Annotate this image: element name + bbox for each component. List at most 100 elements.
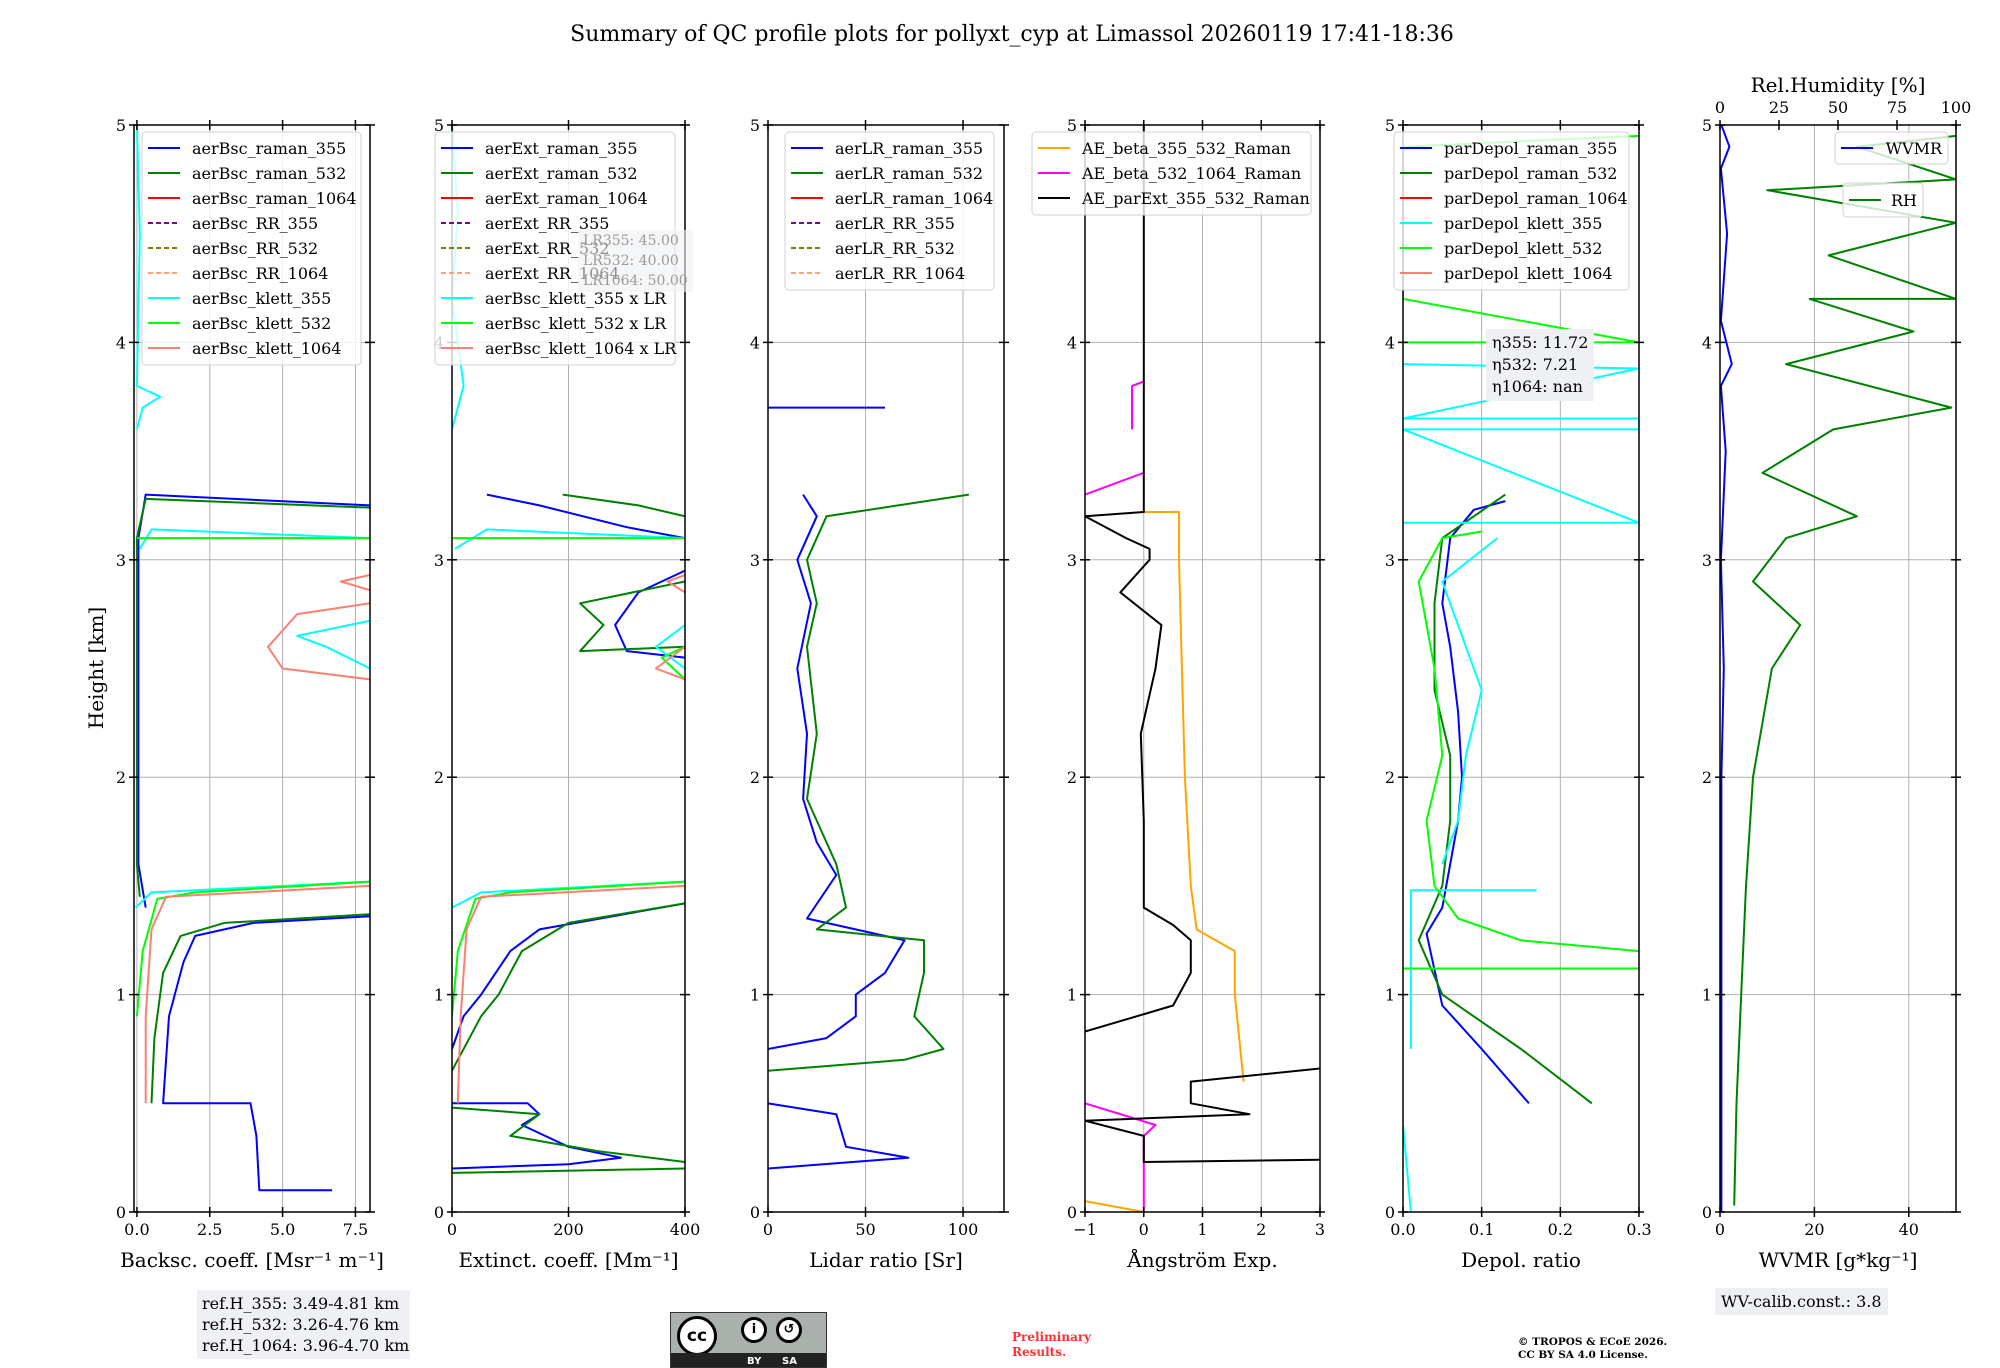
y-tick-label: 5 bbox=[116, 116, 126, 135]
y-tick-label: 2 bbox=[1385, 768, 1395, 787]
series-group bbox=[134, 125, 370, 1192]
panel-backscatter: 0.0 2.5 5.0 7.5 0 1 2 3 4 5 Backsc. coeff. [Msr⁻¹ … bbox=[116, 116, 384, 1272]
ref-height-355: ref.H_355: 3.49-4.81 km bbox=[202, 1294, 400, 1313]
legend-label: aerExt_raman_1064 bbox=[485, 189, 648, 208]
series-parDepol-klett-355 bbox=[1403, 363, 1639, 1212]
x-tick-label: 0 bbox=[1715, 1220, 1725, 1239]
copyright-line-1: © TROPOS & ECoE 2026. bbox=[1518, 1336, 1668, 1348]
series-group bbox=[768, 406, 970, 1170]
legend-label: aerBsc_klett_1064 x LR bbox=[485, 339, 677, 358]
y-tick-label: 0 bbox=[1702, 1203, 1712, 1222]
legend-label: aerLR_raman_355 bbox=[835, 139, 983, 158]
legend-label: aerExt_raman_355 bbox=[485, 139, 638, 158]
y-tick-label: 5 bbox=[434, 116, 444, 135]
top-x-tick-label: 100 bbox=[1941, 98, 1972, 117]
series-aerBsc-klett-1064-x-LR bbox=[456, 574, 685, 1104]
y-tick-label: 0 bbox=[434, 1203, 444, 1222]
series-aerLR-raman-532 bbox=[768, 493, 970, 1072]
legend-box bbox=[784, 131, 995, 291]
legend-label: aerBsc_raman_1064 bbox=[192, 189, 357, 208]
x-tick-label: 7.5 bbox=[343, 1220, 368, 1239]
legend-RH: RH bbox=[1842, 182, 1924, 218]
wv-calibration-box: WV-calib.const.: 3.8 bbox=[1715, 1288, 1888, 1315]
eta-1064-value: η1064: nan bbox=[1492, 377, 1583, 396]
series-RH bbox=[1733, 134, 1956, 1206]
legend-label: aerLR_RR_532 bbox=[835, 239, 955, 258]
x-axis-label: WVMR [g*kg⁻¹] bbox=[1759, 1248, 1918, 1272]
legend: AE_beta_355_532_Raman AE_beta_532_1064_Ra… bbox=[1031, 131, 1312, 216]
y-tick-label: 3 bbox=[750, 551, 760, 570]
series-aerBsc-klett-532 bbox=[135, 537, 370, 1017]
y-tick-label: 4 bbox=[1067, 333, 1077, 352]
legend-box bbox=[1031, 131, 1312, 216]
y-tick-label: 3 bbox=[434, 551, 444, 570]
y-tick-label: 4 bbox=[750, 333, 760, 352]
x-tick-label: 0 bbox=[1139, 1220, 1149, 1239]
x-axis-label: Ångström Exp. bbox=[1126, 1247, 1277, 1272]
legend-label: aerLR_raman_1064 bbox=[835, 189, 993, 208]
legend-label: aerBsc_RR_355 bbox=[192, 214, 318, 233]
legend-WVMR: WVMR bbox=[1834, 131, 1949, 165]
x-tick-label: 0 bbox=[447, 1220, 457, 1239]
y-tick-label: 2 bbox=[750, 768, 760, 787]
legend-label: aerExt_raman_532 bbox=[485, 164, 638, 183]
x-tick-label: 0.3 bbox=[1626, 1220, 1651, 1239]
x-tick-label: 50 bbox=[855, 1220, 875, 1239]
lr-1064-value: LR1064: 50.00 bbox=[583, 273, 688, 289]
series-aerExt-raman-532 bbox=[452, 493, 685, 1174]
x-tick-label: 1 bbox=[1197, 1220, 1207, 1239]
legend: aerBsc_raman_355 aerBsc_raman_532 aerBsc_r… bbox=[141, 131, 362, 366]
y-tick-label: 1 bbox=[750, 986, 760, 1005]
y-tick-label: 0 bbox=[1067, 1203, 1077, 1222]
series-aerBsc-klett-1064 bbox=[144, 574, 370, 1104]
legend-label: aerLR_RR_1064 bbox=[835, 264, 965, 283]
x-axis-label: Extinct. coeff. [Mm⁻¹] bbox=[458, 1248, 678, 1272]
legend-label: aerBsc_klett_532 x LR bbox=[485, 314, 667, 333]
x-tick-label: 5.0 bbox=[270, 1220, 295, 1239]
series-group bbox=[452, 125, 685, 1174]
legend-label: AE_beta_532_1064_Raman bbox=[1081, 164, 1301, 183]
axes-frame bbox=[767, 124, 1005, 1213]
x-tick-label: 100 bbox=[948, 1220, 979, 1239]
legend: aerLR_raman_355 aerLR_raman_532 aerLR_rama… bbox=[784, 131, 995, 291]
series-group bbox=[1720, 125, 1956, 1212]
x-tick-label: 40 bbox=[1899, 1220, 1919, 1239]
cc-icon: cc bbox=[677, 1316, 717, 1356]
ref-height-532: ref.H_532: 3.26-4.76 km bbox=[202, 1315, 400, 1334]
series-group bbox=[1085, 125, 1320, 1212]
x-tick-label: 3 bbox=[1315, 1220, 1325, 1239]
y-tick-label: 5 bbox=[750, 116, 760, 135]
y-tick-label: 3 bbox=[1702, 551, 1712, 570]
x-tick-label: 2.5 bbox=[197, 1220, 222, 1239]
series-parDepol-raman-532 bbox=[1417, 493, 1593, 1105]
series-aerBsc-klett-355-x-LR bbox=[452, 125, 685, 909]
attribution-icon: i bbox=[741, 1317, 767, 1343]
top-x-tick-label: 25 bbox=[1769, 98, 1789, 117]
copyright-line-2: CC BY SA 4.0 License. bbox=[1518, 1349, 1648, 1361]
y-tick-label: 3 bbox=[1067, 551, 1077, 570]
y-tick-label: 5 bbox=[1067, 116, 1077, 135]
legend-label: WVMR bbox=[1886, 139, 1943, 158]
x-tick-label: −1 bbox=[1073, 1220, 1097, 1239]
top-x-tick-label: 75 bbox=[1887, 98, 1907, 117]
by-label: BY bbox=[747, 1356, 762, 1367]
axes-frame bbox=[1402, 124, 1640, 1213]
legend: parDepol_raman_355 parDepol_raman_532 parD… bbox=[1393, 131, 1630, 291]
x-axis-label: Backsc. coeff. [Msr⁻¹ m⁻¹] bbox=[120, 1248, 384, 1272]
panel-water-vapor: 0 20 40 0 1 2 3 4 5 WVMR [g*kg⁻¹] 0 25 50 75 100 Rel.Hu… bbox=[1702, 73, 1971, 1272]
legend-box bbox=[141, 131, 362, 366]
copyright-note: © TROPOS & ECoE 2026. CC BY SA 4.0 Licen… bbox=[1518, 1336, 1667, 1362]
series-WVMR bbox=[1720, 125, 1733, 1212]
x-axis-label: Depol. ratio bbox=[1461, 1248, 1581, 1272]
legend-label: RH bbox=[1891, 191, 1917, 210]
legend-label: aerLR_raman_532 bbox=[835, 164, 983, 183]
x-tick-label: 200 bbox=[553, 1220, 584, 1239]
legend-label: aerLR_RR_355 bbox=[835, 214, 955, 233]
y-tick-label: 0 bbox=[116, 1203, 126, 1222]
legend-label: parDepol_raman_532 bbox=[1444, 164, 1617, 183]
x-tick-label: 2 bbox=[1256, 1220, 1266, 1239]
legend-label: parDepol_raman_1064 bbox=[1444, 189, 1628, 208]
y-tick-label: 3 bbox=[116, 551, 126, 570]
preliminary-line-1: Preliminary bbox=[1012, 1330, 1092, 1344]
